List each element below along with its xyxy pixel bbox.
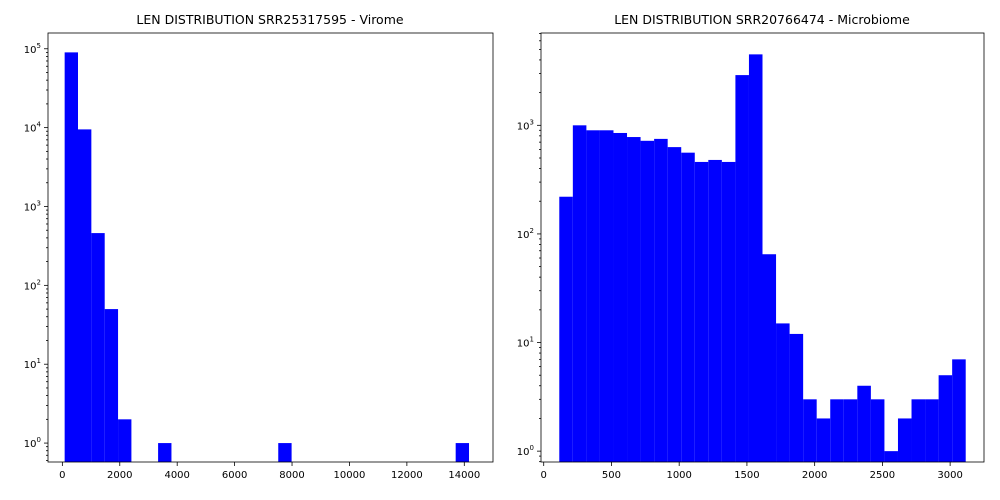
bar-23 [870, 399, 885, 462]
bar-4 [613, 132, 628, 463]
bar-6 [278, 443, 292, 462]
x-tick-label-6: 3000 [937, 470, 962, 481]
bar-1 [78, 129, 92, 462]
x-tick-label-7: 14000 [448, 470, 480, 481]
bar-7 [654, 138, 668, 462]
x-tick-label-0: 0 [541, 470, 547, 481]
y-tick-label-4: 104 [24, 121, 42, 135]
y-tick-label-3: 103 [517, 118, 534, 132]
bar-18 [803, 399, 817, 462]
x-tick-label-5: 10000 [334, 470, 366, 481]
y-tick-label-5: 105 [24, 42, 41, 56]
bar-25 [897, 418, 912, 462]
bar-20 [830, 399, 844, 462]
bar-0 [64, 52, 78, 462]
bar-9 [681, 152, 695, 463]
x-tick-label-2: 1000 [666, 470, 691, 481]
y-tick-label-0: 100 [517, 444, 534, 458]
x-tick-label-4: 2000 [802, 470, 827, 481]
bar-13 [735, 75, 749, 462]
bar-10 [694, 161, 709, 462]
y-tick-label-3: 103 [24, 199, 41, 213]
bar-19 [816, 418, 831, 462]
bar-24 [884, 451, 898, 462]
x-tick-label-3: 1500 [734, 470, 759, 481]
chart-title-virome: LEN DISTRIBUTION SRR25317595 - Virome [136, 12, 403, 27]
x-tick-label-2: 4000 [164, 470, 189, 481]
bar-3 [599, 130, 614, 463]
bar-21 [843, 399, 858, 462]
bar-1 [572, 125, 587, 462]
bar-4 [118, 419, 132, 462]
bar-28 [938, 375, 953, 462]
plot-frame [540, 32, 985, 463]
bar-2 [91, 233, 105, 462]
x-tick-label-1: 500 [602, 470, 621, 481]
bar-15 [762, 254, 777, 462]
y-tick-label-2: 102 [517, 227, 534, 241]
y-tick-label-2: 102 [24, 278, 41, 292]
x-tick-label-6: 12000 [391, 470, 423, 481]
bar-12 [721, 161, 736, 462]
bar-29 [952, 359, 966, 462]
chart-title-microbiome: LEN DISTRIBUTION SRR20766474 - Microbiom… [614, 12, 910, 27]
bar-11 [708, 159, 722, 462]
bar-6 [640, 140, 655, 462]
bar-3 [104, 309, 119, 462]
y-tick-label-1: 101 [24, 357, 41, 371]
bar-17 [789, 333, 804, 462]
histogram-microbiome: LEN DISTRIBUTION SRR20766474 - Microbiom… [517, 12, 985, 481]
bar-5 [158, 443, 172, 462]
x-tick-label-3: 6000 [222, 470, 247, 481]
x-tick-label-5: 2500 [870, 470, 895, 481]
x-tick-label-1: 2000 [107, 470, 132, 481]
bar-8 [667, 147, 682, 463]
bar-0 [559, 196, 573, 463]
histogram-virome: LEN DISTRIBUTION SRR25317595 - Virome 0 2… [24, 12, 494, 481]
y-tick-label-1: 101 [517, 336, 534, 350]
bar-22 [857, 385, 871, 462]
bar-14 [748, 54, 763, 463]
x-tick-label-4: 8000 [279, 470, 304, 481]
x-tick-label-0: 0 [59, 470, 65, 481]
bar-5 [627, 137, 641, 463]
bar-7 [455, 443, 470, 462]
bar-26 [911, 399, 926, 462]
y-tick-label-0: 100 [24, 436, 41, 450]
bar-16 [776, 323, 790, 462]
bar-27 [925, 399, 939, 462]
bar-2 [586, 130, 600, 463]
